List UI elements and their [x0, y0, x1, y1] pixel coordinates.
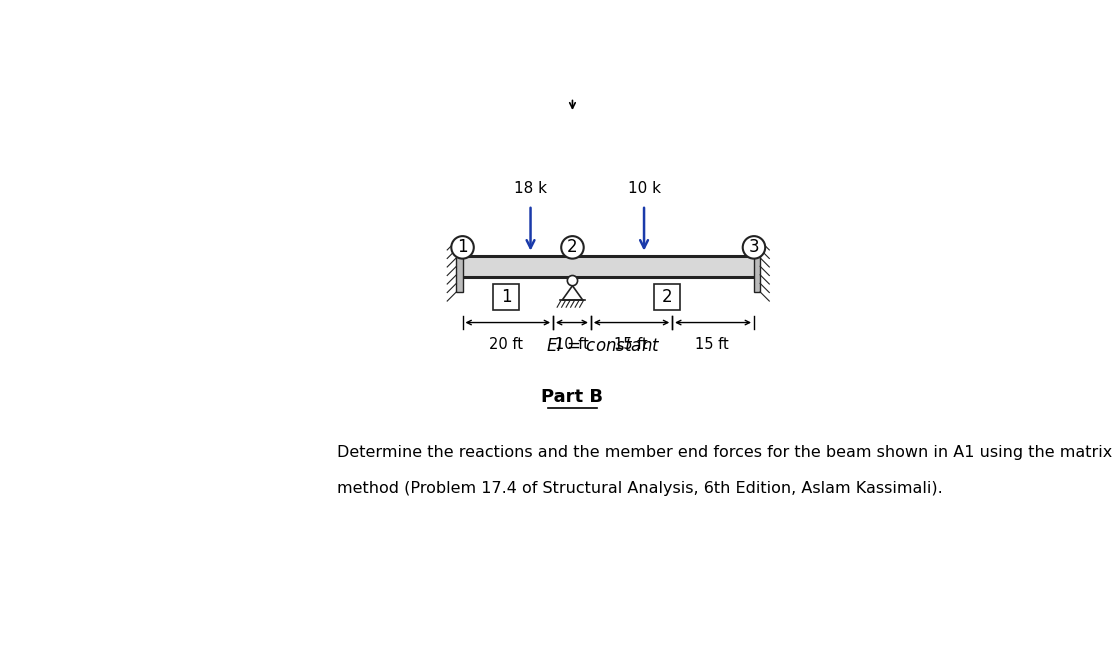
Text: Part B: Part B: [542, 388, 603, 406]
Polygon shape: [562, 286, 583, 300]
Text: Determine the reactions and the member end forces for the beam shown in A1 using: Determine the reactions and the member e…: [337, 446, 1117, 460]
Text: 10 ft: 10 ft: [554, 337, 589, 352]
Text: 2: 2: [567, 238, 577, 256]
Circle shape: [743, 236, 765, 258]
Text: 10 k: 10 k: [628, 181, 660, 196]
Text: 15 ft: 15 ft: [695, 337, 729, 352]
Bar: [493, 284, 519, 310]
Text: method (Problem 17.4 of Structural Analysis, 6th Edition, Aslam Kassimali).: method (Problem 17.4 of Structural Analy…: [337, 481, 943, 496]
Bar: [457, 241, 462, 292]
Text: 20 ft: 20 ft: [489, 337, 523, 352]
Bar: [462, 256, 754, 276]
Text: 1: 1: [500, 288, 512, 306]
Circle shape: [561, 236, 584, 258]
Circle shape: [451, 236, 474, 258]
Text: $EI$ = constant: $EI$ = constant: [546, 337, 660, 355]
Text: 3: 3: [748, 238, 760, 256]
Text: 18 k: 18 k: [514, 181, 547, 196]
Circle shape: [567, 276, 577, 286]
FancyArrowPatch shape: [526, 208, 534, 248]
Bar: [653, 284, 680, 310]
FancyArrowPatch shape: [570, 100, 575, 108]
Text: 15 ft: 15 ft: [614, 337, 648, 352]
Bar: [754, 241, 760, 292]
Text: 2: 2: [661, 288, 672, 306]
FancyArrowPatch shape: [640, 208, 648, 248]
Text: 1: 1: [457, 238, 468, 256]
